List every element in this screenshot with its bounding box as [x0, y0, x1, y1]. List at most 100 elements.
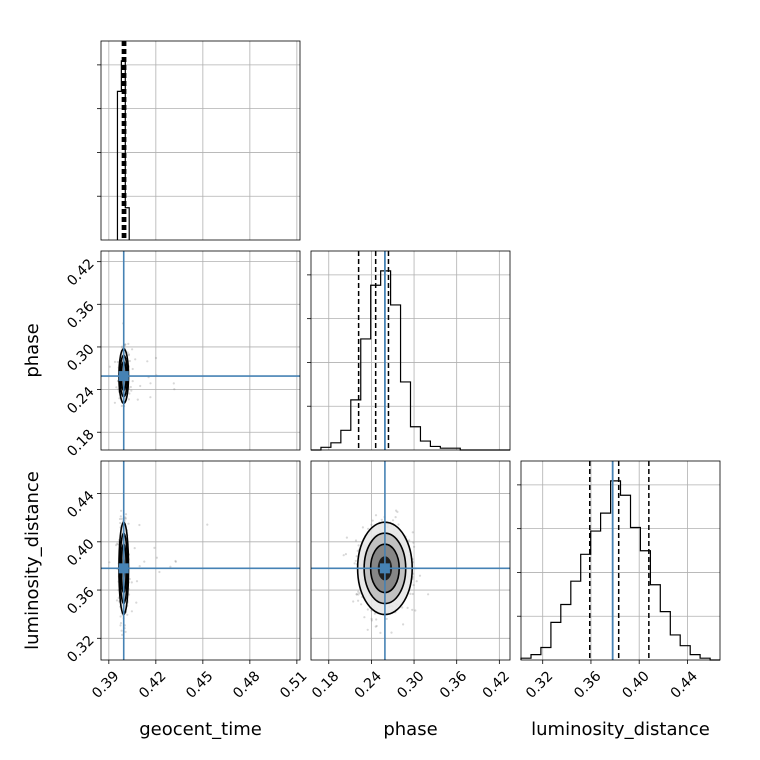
panel-luminosity_distance-vs-phase-sample	[412, 584, 415, 587]
panel-luminosity_distance-vs-phase-sample	[354, 539, 358, 542]
panel-luminosity_distance-vs-geocent_time-sample	[119, 622, 123, 625]
panel-phase-vs-geocent_time-sample	[120, 404, 123, 408]
panel-luminosity_distance-vs-phase-sample	[374, 625, 377, 628]
panel-luminosity_distance-vs-phase-sample	[370, 619, 373, 622]
panel-luminosity_distance-vs-geocent_time-truth-marker	[118, 563, 129, 574]
xtick-label-geocent_time: 0.39	[89, 668, 122, 701]
xlabel-luminosity_distance: luminosity_distance	[531, 719, 710, 740]
ytick-label-phase: 0.24	[64, 384, 97, 417]
panel-luminosity_distance-vs-geocent_time-sample	[135, 601, 138, 604]
panel-luminosity_distance-vs-geocent_time-sample	[127, 522, 130, 525]
panel-luminosity_distance-vs-phase-sample	[357, 593, 360, 596]
panel-phase-vs-geocent_time-sample	[130, 389, 133, 392]
panel-phase-vs-geocent_time-sample	[129, 385, 132, 389]
panel-luminosity_distance-vs-phase-sample	[394, 516, 397, 519]
panel-phase-vs-geocent_time-sample	[149, 382, 152, 385]
panel-phase-vs-geocent_time-sample	[113, 360, 117, 363]
panel-luminosity_distance-vs-geocent_time-sample	[119, 615, 122, 618]
panel-luminosity_distance-vs-phase-sample	[409, 592, 412, 596]
panel-phase-vs-geocent_time-sample	[127, 398, 130, 401]
ytick-label-luminosity_distance: 0.44	[64, 488, 97, 521]
panel-luminosity_distance-vs-phase-sample	[401, 606, 404, 609]
panel-luminosity_distance-vs-geocent_time-sample	[115, 542, 119, 545]
ylabel-phase: phase	[22, 323, 43, 377]
panel-phase-vs-geocent_time-sample	[126, 351, 129, 354]
panel-luminosity_distance-vs-geocent_time-sample	[121, 633, 124, 637]
panel-phase-vs-geocent_time-sample	[146, 360, 149, 363]
panel-luminosity_distance-vs-phase-sample	[354, 559, 357, 563]
panel-luminosity_distance-vs-geocent_time-sample	[120, 509, 123, 512]
panel-luminosity_distance-vs-phase-sample	[366, 608, 369, 611]
panel-luminosity_distance-vs-phase-sample	[353, 562, 356, 565]
panel-phase-vs-geocent_time-sample	[124, 343, 127, 346]
panel-phase-vs-geocent_time-sample	[127, 353, 131, 356]
panel-luminosity_distance-vs-phase-sample	[361, 526, 364, 529]
panel-phase-vs-geocent_time-sample	[134, 358, 137, 361]
xtick-label-phase: 0.42	[480, 668, 513, 701]
panel-phase-vs-geocent_time-sample	[128, 392, 131, 395]
panel-luminosity_distance-vs-phase-sample	[402, 623, 405, 626]
panel-luminosity_distance-vs-geocent_time-sample	[174, 560, 177, 563]
panel-luminosity_distance-vs-phase-sample	[411, 608, 414, 611]
panel-luminosity_distance-vs-geocent_time-sample	[133, 547, 136, 550]
panel-luminosity_distance-vs-phase-sample	[355, 593, 358, 596]
hist-phase-steps	[311, 270, 510, 451]
panel-luminosity_distance-vs-geocent_time-sample	[119, 624, 122, 627]
panel-phase-vs-geocent_time-frame	[100, 250, 301, 451]
ytick-label-luminosity_distance: 0.40	[64, 536, 97, 569]
panel-luminosity_distance-vs-phase-sample	[360, 603, 363, 606]
panel-luminosity_distance-vs-phase-sample	[397, 523, 400, 526]
panel-luminosity_distance-vs-phase-sample	[390, 631, 393, 634]
panel-luminosity_distance-vs-geocent_time-sample	[138, 523, 141, 527]
panel-luminosity_distance-vs-phase-sample	[374, 514, 378, 517]
panel-luminosity_distance-vs-geocent_time-sample	[135, 580, 139, 583]
xlabel-phase: phase	[383, 719, 437, 740]
xlabel-geocent_time: geocent_time	[139, 719, 262, 740]
panel-luminosity_distance-vs-phase-sample	[379, 631, 382, 635]
xtick-label-phase: 0.36	[437, 668, 470, 701]
panel-luminosity_distance-vs-geocent_time-sample	[124, 513, 128, 516]
panel-luminosity_distance-vs-geocent_time-sample	[130, 610, 133, 613]
panel-luminosity_distance-vs-geocent_time-sample	[115, 599, 119, 602]
ytick-label-luminosity_distance: 0.36	[64, 584, 97, 617]
panel-luminosity_distance-vs-phase-sample	[418, 574, 422, 577]
ytick-label-phase: 0.36	[64, 299, 97, 332]
panel-luminosity_distance-vs-phase-sample	[363, 616, 366, 619]
ytick-label-phase: 0.18	[64, 427, 97, 460]
panel-phase-vs-geocent_time-truth-marker	[118, 371, 129, 382]
panel-phase-vs-geocent_time-sample	[116, 360, 119, 364]
xtick-label-geocent_time: 0.48	[230, 668, 263, 701]
panel-luminosity_distance-vs-phase-sample	[342, 554, 345, 557]
xtick-label-geocent_time: 0.51	[277, 668, 310, 701]
panel-phase-vs-geocent_time-sample	[121, 345, 124, 348]
panel-luminosity_distance-vs-phase-sample	[370, 523, 373, 526]
panel-phase-vs-geocent_time-sample	[131, 348, 134, 351]
panel-phase-vs-geocent_time-sample	[127, 354, 130, 357]
panel-luminosity_distance-vs-phase-sample	[380, 518, 383, 521]
panel-phase-vs-geocent_time-sample	[127, 342, 130, 345]
hist-luminosity_distance-steps	[520, 480, 720, 661]
panel-luminosity_distance-vs-geocent_time-frame	[100, 460, 301, 661]
panel-luminosity_distance-vs-phase-sample	[357, 590, 360, 593]
panel-phase-vs-geocent_time-sample	[136, 398, 139, 401]
panel-phase-vs-geocent_time-sample	[113, 401, 116, 404]
panel-luminosity_distance-vs-geocent_time-sample	[120, 629, 123, 632]
panel-luminosity_distance-vs-geocent_time-sample	[155, 556, 158, 559]
panel-phase-vs-geocent_time-sample	[172, 382, 175, 385]
panel-luminosity_distance-vs-phase-sample	[358, 592, 361, 595]
panel-luminosity_distance-vs-phase-sample	[366, 628, 369, 631]
panel-phase-vs-geocent_time-sample	[131, 367, 134, 371]
panel-luminosity_distance-vs-geocent_time-sample	[117, 543, 120, 546]
ytick-label-luminosity_distance: 0.32	[64, 633, 97, 666]
panel-luminosity_distance-vs-phase-sample	[406, 606, 409, 610]
panel-luminosity_distance-vs-geocent_time-sample	[158, 570, 161, 574]
panel-luminosity_distance-vs-geocent_time-sample	[153, 546, 156, 550]
panel-luminosity_distance-vs-phase-truth-marker	[379, 563, 390, 574]
xtick-label-luminosity_distance: 0.40	[619, 668, 652, 701]
xtick-label-phase: 0.24	[352, 668, 385, 701]
panel-luminosity_distance-vs-geocent_time-sample	[119, 521, 122, 525]
panel-luminosity_distance-vs-geocent_time-sample	[119, 515, 122, 518]
panel-luminosity_distance-vs-phase-sample	[367, 527, 370, 530]
panel-luminosity_distance-vs-geocent_time-sample	[108, 561, 111, 564]
xtick-label-phase: 0.18	[309, 668, 342, 701]
